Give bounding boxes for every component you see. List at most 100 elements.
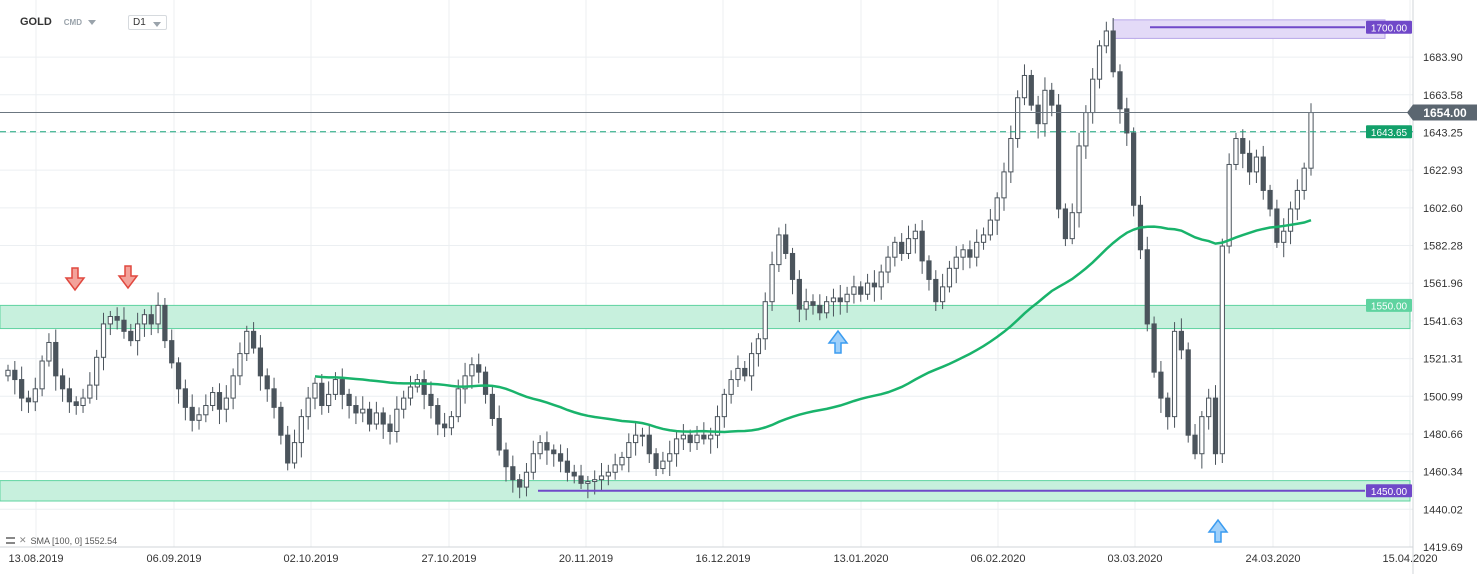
zone-price-label: 1550.00	[1371, 301, 1408, 312]
y-tick-label: 1602.60	[1423, 203, 1463, 215]
timeframe-value: D1	[133, 16, 146, 28]
candle-body	[953, 256, 959, 269]
candle-body	[1240, 138, 1246, 154]
candle-body	[946, 267, 953, 288]
candle-body	[32, 388, 38, 403]
candle-body	[141, 314, 148, 325]
candle-body	[373, 412, 380, 425]
candle-body	[1090, 78, 1096, 114]
candle-body	[605, 471, 611, 477]
candle-body	[564, 460, 571, 473]
candle-body	[326, 393, 332, 407]
candle-body	[885, 256, 891, 273]
candle-body	[19, 379, 25, 399]
candle-body	[755, 338, 762, 355]
candle-body	[980, 234, 987, 243]
candle-body	[708, 434, 714, 440]
candle-body	[291, 442, 298, 464]
candle-body	[5, 369, 11, 377]
current-price-label: 1654.00	[1423, 106, 1467, 120]
candle-body	[1117, 71, 1123, 110]
candle-body	[278, 406, 284, 436]
y-tick-label: 1541.63	[1423, 316, 1463, 328]
candle-body	[230, 375, 236, 399]
candle-body	[401, 397, 407, 410]
candle-body	[59, 375, 66, 390]
close-icon[interactable]: ✕	[19, 535, 27, 545]
candle-body	[285, 434, 291, 464]
current-price-label-bg	[1407, 104, 1477, 121]
candle-body	[455, 388, 461, 418]
candle-body	[1206, 397, 1212, 418]
arrow-up-icon[interactable]	[1207, 518, 1229, 543]
candle-body	[128, 330, 134, 342]
candle-body	[701, 434, 707, 440]
candle-body	[858, 286, 864, 295]
candle-body	[462, 375, 468, 390]
settings-icon[interactable]	[6, 537, 15, 544]
x-tick-label: 20.11.2019	[559, 553, 613, 565]
candle-body	[578, 475, 584, 484]
candle-body	[523, 471, 530, 488]
zone-price-label-bg	[1366, 298, 1412, 312]
candle-body	[680, 434, 686, 440]
candle-body	[66, 388, 73, 403]
source-selector[interactable]: CMD	[63, 17, 82, 27]
candle-body	[789, 252, 796, 280]
candle-body	[830, 297, 837, 303]
candle-body	[257, 347, 264, 377]
symbol-label: GOLD	[20, 16, 52, 28]
candle-body	[312, 382, 318, 399]
candle-body	[1192, 434, 1198, 455]
candle-body	[469, 364, 475, 377]
candle-body	[1008, 138, 1014, 173]
candle-body	[721, 393, 727, 418]
candle-body	[987, 219, 993, 236]
candle-body	[585, 481, 591, 484]
candle-body	[196, 414, 202, 421]
candle-body	[1267, 189, 1273, 210]
chevron-down-icon[interactable]	[88, 19, 96, 25]
indicator-legend: ✕ SMA [100, 0] 1552.54	[6, 535, 117, 546]
candle-body	[824, 301, 830, 314]
sma-line	[314, 219, 1312, 434]
candle-body	[544, 442, 550, 451]
candle-body	[1049, 89, 1055, 106]
alert-price-label-bg	[1366, 125, 1412, 139]
candle-body	[80, 397, 86, 407]
candle-body	[769, 264, 775, 303]
x-tick-label: 24.03.2020	[1245, 553, 1300, 565]
candle-body	[639, 434, 646, 437]
y-tick-label: 1622.93	[1423, 165, 1463, 177]
candle-body	[360, 408, 366, 414]
candle-body	[660, 460, 666, 470]
candle-body	[73, 401, 79, 407]
timeframe-dropdown[interactable]: D1	[128, 14, 167, 30]
x-tick-label: 13.01.2020	[833, 553, 888, 565]
candle-body	[1144, 249, 1150, 325]
arrow-down-icon[interactable]	[117, 265, 139, 290]
y-tick-label: 1643.25	[1423, 127, 1463, 139]
candle-body	[1110, 30, 1116, 73]
candle-body	[557, 453, 564, 462]
candle-body	[994, 197, 1000, 221]
candle-body	[441, 423, 448, 429]
arrow-down-icon[interactable]	[64, 267, 86, 292]
candle-body	[1042, 89, 1048, 125]
candle-body	[892, 241, 898, 258]
candle-body	[1096, 45, 1103, 80]
candle-body	[407, 386, 414, 399]
candle-body	[1294, 189, 1300, 210]
candle-body	[1021, 74, 1028, 99]
candle-body	[612, 464, 618, 473]
candle-body	[53, 341, 59, 377]
y-tick-label: 1521.31	[1423, 354, 1463, 366]
candle-body	[776, 234, 782, 266]
arrow-up-icon[interactable]	[827, 329, 849, 354]
candle-body	[100, 323, 107, 358]
candle-body	[974, 241, 980, 258]
candle-body	[1301, 167, 1307, 191]
candle-body	[1212, 397, 1219, 455]
candle-body	[728, 379, 734, 395]
